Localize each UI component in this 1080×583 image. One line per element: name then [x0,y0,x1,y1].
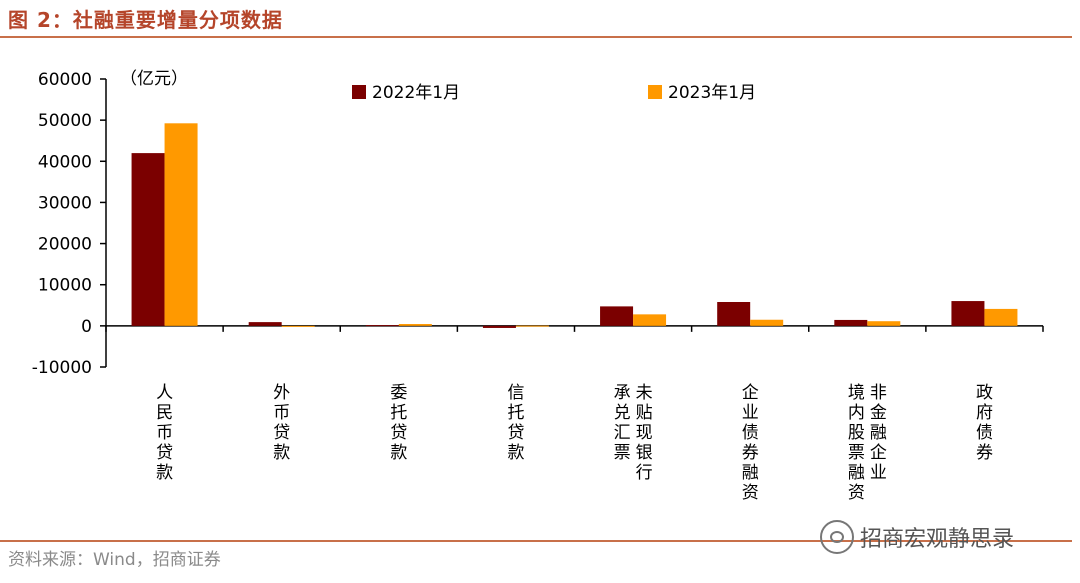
category-label-char: 承 [614,383,631,403]
category-label-char: 境 [848,383,865,403]
category-label-char: 款 [273,443,290,463]
category-label-char: 银 [636,443,653,463]
bar-2023 [633,314,667,326]
watermark: 招商宏观静思录 [820,520,1014,554]
y-tick-label: 30000 [38,193,92,213]
y-unit-label: （亿元） [120,69,188,89]
bar-2022 [248,322,282,326]
category-label-char: 币 [273,403,290,423]
category-label-char: 融 [742,463,759,483]
category-label-char: 企 [870,443,887,463]
category-label-char: 信 [507,383,524,403]
category-label-char: 金 [870,403,887,423]
legend-swatch [352,85,366,99]
category-label-char: 贷 [273,423,290,443]
category-label-char: 内 [848,403,865,423]
figure-title: 图 2：社融重要增量分项数据 [8,8,283,32]
y-tick-label: -10000 [32,358,92,378]
category-label-char: 股 [848,423,865,443]
category-label-char: 府 [976,403,993,423]
legend-label: 2022年1月 [372,83,460,103]
y-tick-label: 60000 [38,70,92,90]
category-label-char: 汇 [614,423,631,443]
category-label-char: 非 [870,383,887,403]
category-label-char: 企 [742,383,759,403]
category-label-char: 人 [156,383,173,403]
bar-2022 [600,306,634,326]
category-label-char: 债 [742,423,759,443]
category-label-char: 票 [848,443,865,463]
bar-2022 [482,325,516,328]
bar-2023 [398,324,432,326]
category-label-char: 融 [870,423,887,443]
legend-label: 2023年1月 [668,83,756,103]
bar-2022 [131,153,165,326]
category-label-char: 贷 [156,443,173,463]
category-label-char: 未 [636,383,653,403]
category-label-char: 票 [614,443,631,463]
category-label-char: 委 [390,383,407,403]
category-label-char: 贷 [390,423,407,443]
source-note: 资料来源：Wind，招商证券 [8,550,221,570]
y-tick-label: 50000 [38,111,92,131]
bar-chart: -10000 0 10000 20000 30000 40000 50000 60000 （亿元… [32,69,1044,503]
bar-2022 [365,325,399,327]
y-tick-label: 10000 [38,276,92,296]
bottom-divider [0,540,1072,542]
category-label-char: 现 [636,423,653,443]
category-label-char: 行 [636,463,653,483]
category-label-char: 币 [156,423,173,443]
bar-2023 [281,325,315,327]
top-divider [0,36,1072,38]
category-label-char: 款 [507,443,524,463]
bar-2022 [834,319,868,326]
category-label-char: 外 [273,383,290,403]
legend-swatch [648,85,662,99]
category-label-char: 业 [870,463,887,483]
bar-2022 [717,302,751,326]
wechat-icon [820,520,854,554]
category-label-char: 款 [390,443,407,463]
category-label-char: 民 [156,403,173,423]
bar-2023 [867,321,901,326]
bar-2023 [750,319,784,326]
category-label-char: 款 [156,463,173,483]
category-label-char: 券 [976,443,993,463]
category-label-char: 业 [742,403,759,423]
category-label-char: 资 [848,483,865,503]
bar-2023 [984,308,1018,326]
watermark-text: 招商宏观静思录 [860,527,1015,552]
category-label-char: 贷 [507,423,524,443]
category-label-char: 融 [848,463,865,483]
y-tick-label: 0 [81,317,92,337]
category-label-char: 兑 [614,403,631,423]
category-label-char: 贴 [636,403,653,423]
y-tick-label: 40000 [38,152,92,172]
bar-2023 [515,325,549,327]
category-label-char: 资 [742,483,759,503]
category-label-char: 券 [742,443,759,463]
category-label-char: 托 [390,403,407,423]
y-tick-label: 20000 [38,235,92,255]
category-label-char: 政 [976,383,993,403]
category-label-char: 债 [976,423,993,443]
category-label-char: 托 [507,403,524,423]
bar-2022 [951,301,985,326]
bar-2023 [164,123,198,326]
